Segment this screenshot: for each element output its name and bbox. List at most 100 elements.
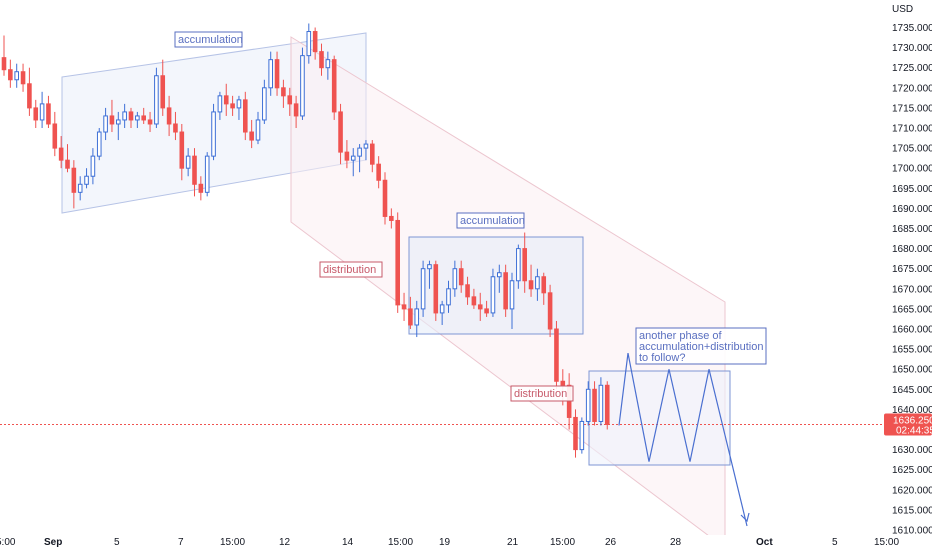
candle-down xyxy=(331,59,337,113)
candle-down xyxy=(287,95,293,105)
candle-up xyxy=(439,304,445,314)
candle-up xyxy=(535,276,540,290)
candle-down xyxy=(166,107,172,125)
candle-down xyxy=(312,31,318,53)
accumulation-label[interactable]: accumulation xyxy=(456,212,525,229)
candle-down xyxy=(370,143,375,165)
candle-down xyxy=(160,75,166,109)
candle-down xyxy=(179,131,185,169)
candle-up xyxy=(516,248,521,282)
currency-label: USD xyxy=(892,4,913,15)
candle-down xyxy=(560,380,566,386)
candle-down xyxy=(554,328,559,382)
candle-up xyxy=(497,272,502,278)
price-axis xyxy=(882,0,932,550)
candle-up xyxy=(90,155,96,177)
annotation-text: another phase of xyxy=(639,330,723,342)
candle-down xyxy=(573,416,578,451)
candle-up xyxy=(185,155,191,169)
candle-down xyxy=(71,167,77,193)
candle-up xyxy=(103,115,108,133)
annotation-box xyxy=(510,385,574,402)
candle-down xyxy=(408,308,413,326)
annotation-text: accumulation xyxy=(178,34,243,46)
candle-down xyxy=(503,272,508,310)
candle-up xyxy=(452,268,458,290)
candle-up xyxy=(84,175,89,185)
question-annotation[interactable]: another phase ofaccumulation+distributio… xyxy=(635,327,767,365)
candle-down xyxy=(141,115,146,121)
y-tick-label: 1625.000 xyxy=(892,465,932,476)
y-tick-label: 1630.000 xyxy=(892,445,932,456)
candle-down xyxy=(389,215,394,221)
candle-up xyxy=(122,111,127,121)
y-tick-label: 1660.000 xyxy=(892,325,932,336)
x-tick-label: 5 xyxy=(832,537,838,548)
candle-down xyxy=(458,268,464,286)
distribution-label[interactable]: distribution xyxy=(510,385,574,402)
candle-down xyxy=(319,51,324,69)
candle-up xyxy=(39,103,45,121)
y-tick-label: 1720.000 xyxy=(892,83,932,94)
annotation-text: distribution xyxy=(323,264,376,276)
candle-down xyxy=(173,123,178,133)
x-tick-label: 28 xyxy=(670,537,682,548)
candle-down xyxy=(109,115,115,125)
y-tick-label: 1700.000 xyxy=(892,164,932,175)
candle-down xyxy=(344,151,350,161)
annotation-text: accumulation xyxy=(460,215,525,227)
candle-up xyxy=(420,268,426,310)
candle-down xyxy=(249,131,254,141)
candle-down xyxy=(46,103,51,125)
x-tick-label: 19 xyxy=(439,537,451,548)
accumulation-label[interactable]: accumulation xyxy=(174,31,243,48)
candle-up xyxy=(579,420,585,451)
candle-up xyxy=(414,308,420,326)
candle-down xyxy=(477,304,483,310)
projection-zigzag[interactable] xyxy=(618,353,748,527)
candle-down xyxy=(8,69,13,81)
candlestick-series xyxy=(1,23,610,458)
candle-up xyxy=(350,155,356,161)
candle-up xyxy=(135,115,140,121)
annotation-box xyxy=(456,212,525,229)
x-tick-label: 14 xyxy=(342,537,354,548)
candle-down xyxy=(293,103,299,117)
candle-up xyxy=(255,119,261,141)
arrow-head-icon xyxy=(740,512,750,523)
candle-up xyxy=(154,75,159,125)
candle-up xyxy=(325,59,331,69)
annotation-text: to follow? xyxy=(639,352,685,364)
candle-up xyxy=(490,276,496,314)
candle-down xyxy=(223,95,229,105)
annotation-box xyxy=(635,327,767,365)
x-tick-label: Oct xyxy=(756,537,773,548)
candle-down xyxy=(528,280,534,290)
x-tick-label: 5 xyxy=(114,537,120,548)
x-tick-label: 5:00 xyxy=(0,537,16,548)
candle-down xyxy=(230,103,235,109)
candle-down xyxy=(471,296,477,306)
candle-up xyxy=(96,131,102,157)
candle-down xyxy=(58,147,64,161)
x-tick-label: 21 xyxy=(507,537,519,548)
y-tick-label: 1640.000 xyxy=(892,405,932,416)
candle-down xyxy=(274,59,280,89)
candle-down xyxy=(522,248,528,282)
y-tick-label: 1665.000 xyxy=(892,304,932,315)
candle-up xyxy=(204,155,210,193)
drawings[interactable]: accumulation distribution accumulation dist… xyxy=(174,31,767,527)
candle-up xyxy=(363,143,369,149)
x-tick-label: 26 xyxy=(605,537,617,548)
distribution-label[interactable]: distribution xyxy=(319,261,383,278)
candle-up xyxy=(598,384,604,422)
candle-up xyxy=(357,147,362,157)
candle-down xyxy=(128,111,134,121)
candle-down xyxy=(484,308,489,314)
x-tick-label: Sep xyxy=(44,537,62,548)
candle-up xyxy=(262,87,267,121)
candle-down xyxy=(338,111,343,153)
y-tick-label: 1715.000 xyxy=(892,103,932,114)
